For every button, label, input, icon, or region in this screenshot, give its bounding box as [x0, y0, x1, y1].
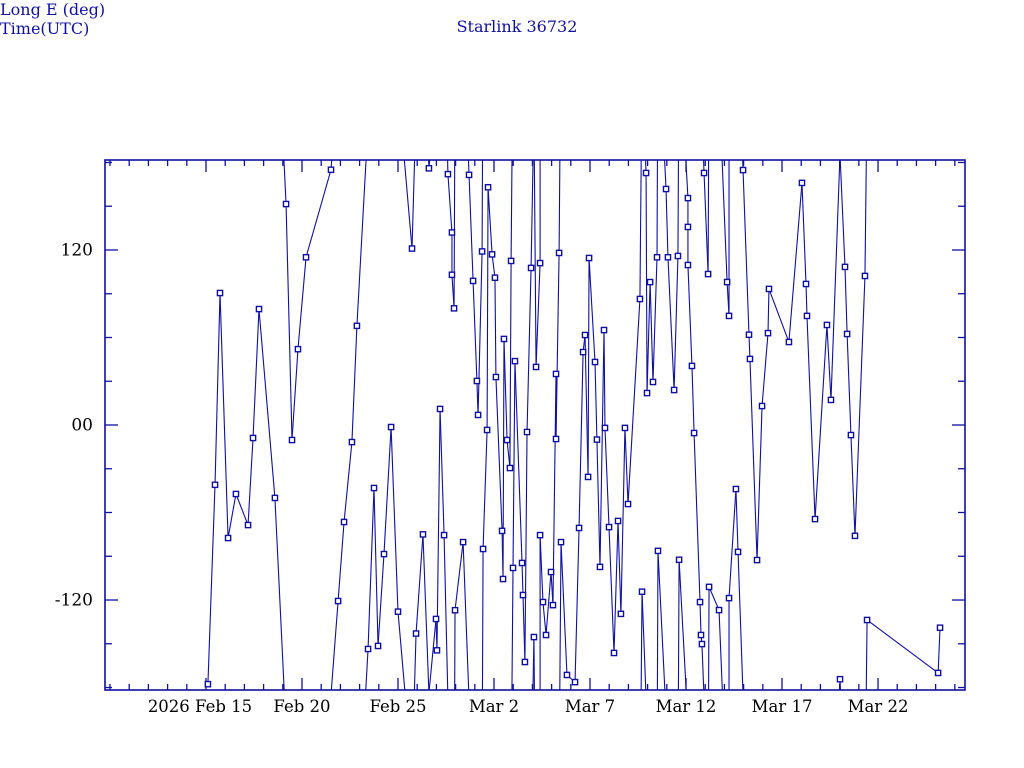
svg-text:-120: -120 [55, 591, 93, 611]
svg-text:120: 120 [61, 240, 93, 260]
x-axis-title: Time(UTC) [0, 19, 90, 38]
svg-text:Mar 17: Mar 17 [752, 697, 813, 716]
svg-text:2026 Feb 15: 2026 Feb 15 [148, 697, 252, 716]
svg-text:00: 00 [71, 416, 93, 436]
y-axis-title: Long E (deg) [0, 0, 106, 19]
svg-text:Feb 20: Feb 20 [273, 697, 330, 716]
svg-text:Mar 12: Mar 12 [656, 697, 717, 716]
svg-text:Mar 7: Mar 7 [565, 697, 615, 716]
svg-text:Mar 2: Mar 2 [469, 697, 519, 716]
chart-title: Starlink 36732 [456, 17, 578, 36]
svg-text:Mar 22: Mar 22 [848, 697, 909, 716]
svg-text:Feb 25: Feb 25 [369, 697, 426, 716]
